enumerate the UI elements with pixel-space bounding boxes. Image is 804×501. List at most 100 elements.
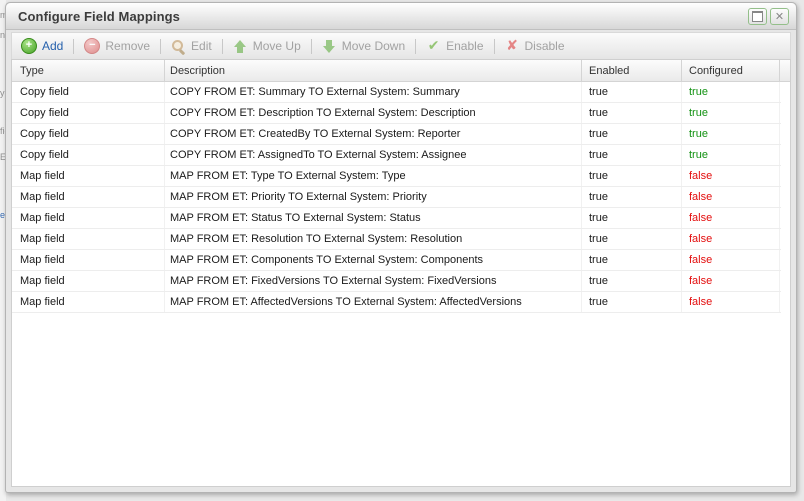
maximize-icon xyxy=(752,10,763,22)
toolbar-separator xyxy=(493,38,495,54)
cell-configured: true xyxy=(682,145,780,165)
remove-button[interactable]: Remove xyxy=(80,36,154,56)
table-row[interactable]: Map field MAP FROM ET: Type TO External S… xyxy=(12,166,781,187)
cell-enabled: true xyxy=(582,166,682,186)
add-button[interactable]: Add xyxy=(17,36,67,56)
cell-type: Map field xyxy=(12,292,165,312)
toolbar-button-label: Remove xyxy=(105,39,151,53)
cell-description: MAP FROM ET: FixedVersions TO External S… xyxy=(165,271,582,291)
cell-configured: true xyxy=(682,103,780,123)
cell-configured: false xyxy=(682,292,780,312)
cell-enabled: true xyxy=(582,145,682,165)
cell-type: Map field xyxy=(12,187,165,207)
move-down-button[interactable]: Move Down xyxy=(318,37,409,56)
cell-configured: false xyxy=(682,250,780,270)
cell-enabled: true xyxy=(582,292,682,312)
table-row[interactable]: Map field MAP FROM ET: Status TO External… xyxy=(12,208,781,229)
window-tools: ✕ xyxy=(748,7,789,25)
cell-configured: false xyxy=(682,187,780,207)
background-text-fragment: m xyxy=(0,10,6,20)
toolbar-button-label: Add xyxy=(42,39,64,53)
table-row[interactable]: Map field MAP FROM ET: FixedVersions TO E… xyxy=(12,271,781,292)
table-row[interactable]: Map field MAP FROM ET: Components TO Exte… xyxy=(12,250,781,271)
background-text-fragment: y xyxy=(0,88,5,98)
cell-description: MAP FROM ET: AffectedVersions TO Externa… xyxy=(165,292,582,312)
toolbar: Add Remove Edit Move Up Move Down Enable Disab… xyxy=(11,32,791,59)
cell-configured: false xyxy=(682,208,780,228)
edit-button[interactable]: Edit xyxy=(167,37,216,56)
toolbar-separator xyxy=(73,38,75,54)
disable-icon xyxy=(505,39,520,54)
table-row[interactable]: Copy field COPY FROM ET: Description TO E… xyxy=(12,103,781,124)
cell-enabled: true xyxy=(582,187,682,207)
cell-enabled: true xyxy=(582,124,682,144)
table-row[interactable]: Map field MAP FROM ET: Priority TO Extern… xyxy=(12,187,781,208)
background-text-fragment: n xyxy=(0,30,6,40)
cell-type: Copy field xyxy=(12,103,165,123)
edit-icon xyxy=(171,39,186,54)
cell-type: Map field xyxy=(12,250,165,270)
cell-description: MAP FROM ET: Priority TO External System… xyxy=(165,187,582,207)
cell-description: COPY FROM ET: Summary TO External System… xyxy=(165,82,582,102)
cell-enabled: true xyxy=(582,250,682,270)
cell-description: COPY FROM ET: AssignedTo TO External Sys… xyxy=(165,145,582,165)
toolbar-button-label: Edit xyxy=(191,39,212,53)
cell-enabled: true xyxy=(582,208,682,228)
table-row[interactable]: Copy field COPY FROM ET: AssignedTo TO Ex… xyxy=(12,145,781,166)
cell-configured: false xyxy=(682,229,780,249)
cell-type: Map field xyxy=(12,166,165,186)
column-header-filler xyxy=(780,60,790,81)
cell-configured: false xyxy=(682,166,780,186)
toolbar-button-label: Enable xyxy=(446,39,484,53)
cell-description: MAP FROM ET: Type TO External System: Ty… xyxy=(165,166,582,186)
cell-type: Copy field xyxy=(12,124,165,144)
toolbar-separator xyxy=(221,38,223,54)
window-body: Add Remove Edit Move Up Move Down Enable Disab… xyxy=(6,30,796,492)
move-up-icon xyxy=(233,39,248,54)
column-header-description[interactable]: Description xyxy=(165,60,582,81)
cell-type: Map field xyxy=(12,271,165,291)
cell-description: MAP FROM ET: Resolution TO External Syst… xyxy=(165,229,582,249)
enable-icon xyxy=(426,39,441,54)
column-header-type[interactable]: Type xyxy=(12,60,165,81)
cell-description: MAP FROM ET: Status TO External System: … xyxy=(165,208,582,228)
background-text-fragment: fig xyxy=(0,126,6,136)
disable-button[interactable]: Disable xyxy=(501,37,569,56)
cell-type: Map field xyxy=(12,229,165,249)
maximize-button[interactable] xyxy=(748,7,767,25)
close-button[interactable]: ✕ xyxy=(770,7,789,25)
close-icon: ✕ xyxy=(774,9,785,23)
cell-description: COPY FROM ET: CreatedBy TO External Syst… xyxy=(165,124,582,144)
table-row[interactable]: Map field MAP FROM ET: AffectedVersions T… xyxy=(12,292,781,313)
toolbar-button-label: Move Up xyxy=(252,39,301,53)
grid-header: Type Description Enabled Configured xyxy=(12,60,790,82)
toolbar-button-label: Disable xyxy=(524,39,565,53)
enable-button[interactable]: Enable xyxy=(422,37,487,56)
cell-enabled: true xyxy=(582,82,682,102)
cell-enabled: true xyxy=(582,271,682,291)
table-row[interactable]: Map field MAP FROM ET: Resolution TO Exte… xyxy=(12,229,781,250)
column-header-enabled[interactable]: Enabled xyxy=(582,60,682,81)
background-page-edge: mn y fig Ee [ xyxy=(0,0,6,501)
configure-field-mappings-window: Configure Field Mappings ✕ Add Remove Edit… xyxy=(5,2,797,493)
cell-configured: true xyxy=(682,124,780,144)
window-titlebar[interactable]: Configure Field Mappings ✕ xyxy=(6,3,796,30)
cell-type: Copy field xyxy=(12,82,165,102)
background-text-fragment: e [ xyxy=(0,210,6,220)
move-down-icon xyxy=(322,39,337,54)
table-row[interactable]: Copy field COPY FROM ET: Summary TO Exter… xyxy=(12,82,781,103)
grid-body: Copy field COPY FROM ET: Summary TO Exter… xyxy=(12,82,790,313)
cell-description: COPY FROM ET: Description TO External Sy… xyxy=(165,103,582,123)
table-row[interactable]: Copy field COPY FROM ET: CreatedBy TO Ext… xyxy=(12,124,781,145)
cell-configured: false xyxy=(682,271,780,291)
cell-configured: true xyxy=(682,82,780,102)
window-title: Configure Field Mappings xyxy=(18,8,181,24)
toolbar-separator xyxy=(160,38,162,54)
toolbar-separator xyxy=(415,38,417,54)
cell-type: Copy field xyxy=(12,145,165,165)
move-up-button[interactable]: Move Up xyxy=(229,37,305,56)
cell-description: MAP FROM ET: Components TO External Syst… xyxy=(165,250,582,270)
background-text-fragment: E xyxy=(0,152,6,162)
column-header-configured[interactable]: Configured xyxy=(682,60,780,81)
cell-type: Map field xyxy=(12,208,165,228)
